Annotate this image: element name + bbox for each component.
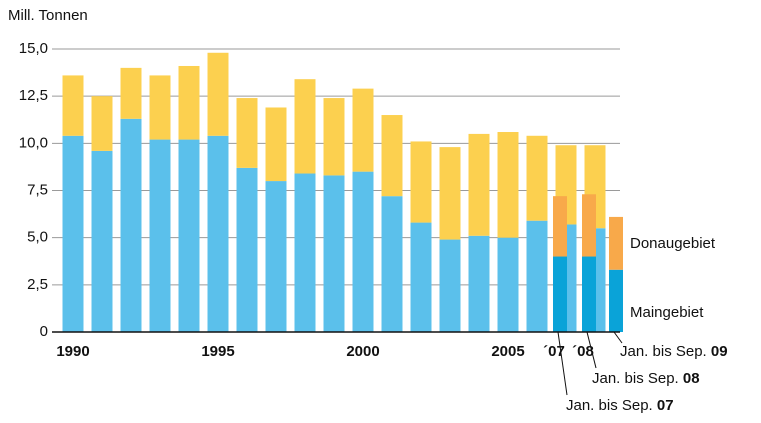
- partial-label-text: Jan. bis Sep.: [592, 370, 679, 387]
- y-tick-label: 15,0: [19, 40, 48, 57]
- bar-segment: [207, 135, 229, 332]
- bar-segment: [381, 115, 403, 197]
- bar-segment: [294, 79, 316, 174]
- x-tick-label: 2005: [491, 343, 524, 360]
- partial-label-text: Jan. bis Sep.: [566, 397, 653, 414]
- bar-segment: [265, 107, 287, 182]
- partial-bar-segment: [609, 269, 623, 332]
- partial-year-label: Jan. bis Sep. 09: [620, 343, 728, 360]
- y-tick-label: 2,5: [27, 276, 48, 293]
- partial-label-text: Jan. bis Sep.: [620, 343, 707, 360]
- legend-label: Maingebiet: [630, 304, 704, 321]
- bar-segment: [439, 239, 461, 332]
- partial-bar-segment: [582, 194, 596, 257]
- bar-segment: [236, 167, 258, 332]
- bar-segment: [120, 118, 142, 332]
- bar-segment: [468, 235, 490, 332]
- bar-segment: [294, 173, 316, 332]
- y-tick-label: 10,0: [19, 134, 48, 151]
- bar-segment: [439, 147, 461, 240]
- bar-segment: [497, 237, 519, 332]
- bar-segment: [352, 88, 374, 172]
- x-tick-label: ´08: [572, 343, 594, 360]
- bar-segment: [62, 75, 84, 136]
- bar-segment: [526, 135, 548, 221]
- partial-bar-segment: [609, 216, 623, 270]
- x-tick-label: 2000: [346, 343, 379, 360]
- partial-bar-segment: [582, 256, 596, 332]
- x-tick-label: 1990: [56, 343, 89, 360]
- y-tick-label: 0: [40, 323, 48, 340]
- bar-segment: [62, 135, 84, 332]
- bar-segment: [497, 132, 519, 238]
- y-tick-label: 12,5: [19, 87, 48, 104]
- bar-segment: [410, 222, 432, 332]
- leader-line: [613, 331, 623, 344]
- bar-segment: [323, 98, 345, 176]
- bar-segment: [149, 75, 171, 140]
- partial-label-year: 09: [711, 343, 728, 360]
- bar-segment: [468, 133, 490, 236]
- bar-segment: [178, 65, 200, 140]
- bar-segment: [323, 175, 345, 332]
- partial-label-year: 07: [657, 397, 674, 414]
- legend-label: Donaugebiet: [630, 235, 716, 252]
- y-tick-label: 5,0: [27, 229, 48, 246]
- bar-segment: [352, 171, 374, 332]
- bar-segment: [526, 220, 548, 332]
- bar-segment: [410, 141, 432, 223]
- bar-segment: [207, 52, 229, 136]
- leader-line: [557, 331, 568, 396]
- partial-year-label: Jan. bis Sep. 07: [566, 397, 674, 414]
- y-axis-label: Mill. Tonnen: [8, 7, 88, 24]
- x-tick-label: 1995: [201, 343, 234, 360]
- bar-segment: [236, 98, 258, 168]
- partial-bar-segment: [553, 256, 567, 332]
- bar-segment: [381, 196, 403, 332]
- bar-segment: [120, 67, 142, 119]
- partial-year-label: Jan. bis Sep. 08: [592, 370, 700, 387]
- partial-label-year: 08: [683, 370, 700, 387]
- bar-segment: [265, 181, 287, 332]
- bar-segment: [91, 96, 113, 151]
- leader-line: [586, 331, 597, 369]
- y-tick-label: 7,5: [27, 181, 48, 198]
- partial-bar-segment: [553, 196, 567, 257]
- bar-segment: [149, 139, 171, 332]
- bar-segment: [91, 150, 113, 332]
- bar-segment: [178, 139, 200, 332]
- x-tick-label: ´07: [543, 343, 565, 360]
